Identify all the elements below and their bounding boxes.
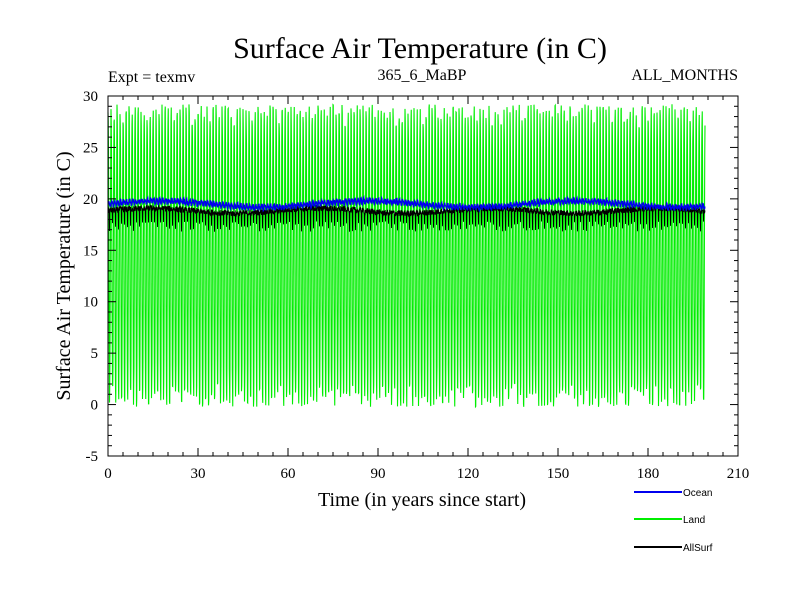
plot-area xyxy=(107,103,706,409)
y-tick-label: 5 xyxy=(91,346,99,362)
x-tick-label: 90 xyxy=(371,466,386,482)
y-tick-label: 15 xyxy=(83,243,98,259)
y-tick-label: 30 xyxy=(83,89,98,105)
legend: Ocean Land AllSurf xyxy=(634,488,713,554)
x-tick-label: 210 xyxy=(727,466,750,482)
months-label: ALL_MONTHS xyxy=(631,67,738,84)
legend-land-label: Land xyxy=(683,515,705,526)
axis-ticks: 0 30 60 90 120 150 180 210 -5 0 5 10 15 20 25 30 xyxy=(83,89,749,482)
y-tick-label: 0 xyxy=(91,398,99,414)
x-tick-label: 30 xyxy=(191,466,206,482)
x-axis-label: Time (in years since start) xyxy=(318,489,526,511)
land-line xyxy=(107,103,706,409)
x-tick-label: 120 xyxy=(457,466,480,482)
chart-title: Surface Air Temperature (in C) xyxy=(233,32,607,65)
x-tick-label: 150 xyxy=(547,466,570,482)
ocean-series xyxy=(107,194,706,213)
x-tick-label: 60 xyxy=(281,466,296,482)
x-tick-label: 180 xyxy=(637,466,660,482)
ocean-line xyxy=(107,194,706,213)
allsurf-line xyxy=(107,203,706,232)
legend-allsurf-label: AllSurf xyxy=(683,543,713,554)
land-series xyxy=(107,103,706,409)
allsurf-series xyxy=(107,203,706,232)
y-tick-label: 20 xyxy=(83,192,98,208)
y-tick-label: 10 xyxy=(83,295,98,311)
legend-ocean-label: Ocean xyxy=(683,488,712,499)
y-axis-label: Surface Air Temperature (in C) xyxy=(53,151,75,400)
y-tick-label: 25 xyxy=(83,140,98,156)
y-tick-label: -5 xyxy=(86,449,99,465)
run-label: 365_6_MaBP xyxy=(378,67,467,84)
experiment-label: Expt = texmv xyxy=(108,69,195,86)
x-tick-label: 0 xyxy=(104,466,112,482)
